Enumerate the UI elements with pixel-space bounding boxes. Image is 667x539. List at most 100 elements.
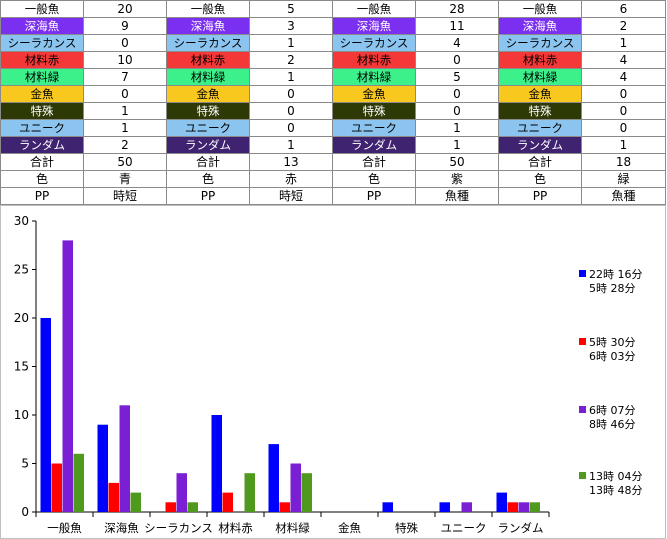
value-cell[interactable]: 11 bbox=[415, 17, 499, 35]
legend-swatch bbox=[579, 338, 586, 345]
value-cell[interactable]: 1 bbox=[83, 102, 167, 120]
label-cell[interactable]: 特殊 bbox=[0, 102, 84, 120]
label-cell[interactable]: シーラカンス bbox=[0, 34, 84, 52]
label-cell[interactable]: 材料緑 bbox=[498, 68, 582, 86]
value-cell[interactable]: 0 bbox=[249, 102, 333, 120]
label-cell[interactable]: 材料赤 bbox=[498, 51, 582, 69]
label-cell[interactable]: ユニーク bbox=[332, 119, 416, 137]
label-cell[interactable]: ランダム bbox=[166, 136, 250, 154]
label-cell[interactable]: 深海魚 bbox=[332, 17, 416, 35]
pp-label-cell[interactable]: PP bbox=[332, 187, 416, 205]
label-cell[interactable]: 一般魚 bbox=[166, 0, 250, 18]
value-cell[interactable]: 1 bbox=[83, 119, 167, 137]
label-cell[interactable]: 一般魚 bbox=[498, 0, 582, 18]
color-label-cell[interactable]: 色 bbox=[166, 170, 250, 188]
color-value-cell[interactable]: 緑 bbox=[581, 170, 666, 188]
total-value-cell[interactable]: 50 bbox=[415, 153, 499, 171]
legend-entry: 5時 30分 6時 03分 bbox=[589, 336, 636, 363]
value-cell[interactable]: 0 bbox=[415, 85, 499, 103]
label-cell[interactable]: 一般魚 bbox=[332, 0, 416, 18]
value-cell[interactable]: 0 bbox=[581, 85, 666, 103]
total-value-cell[interactable]: 13 bbox=[249, 153, 333, 171]
value-cell[interactable]: 2 bbox=[83, 136, 167, 154]
label-cell[interactable]: 材料緑 bbox=[0, 68, 84, 86]
value-cell[interactable]: 6 bbox=[581, 0, 666, 18]
value-cell[interactable]: 10 bbox=[83, 51, 167, 69]
label-cell[interactable]: ユニーク bbox=[166, 119, 250, 137]
value-cell[interactable]: 4 bbox=[415, 34, 499, 52]
color-value-cell[interactable]: 青 bbox=[83, 170, 167, 188]
value-cell[interactable]: 3 bbox=[249, 17, 333, 35]
pp-value-cell[interactable]: 魚種 bbox=[415, 187, 499, 205]
value-cell[interactable]: 0 bbox=[249, 119, 333, 137]
total-label-cell[interactable]: 合計 bbox=[332, 153, 416, 171]
value-cell[interactable]: 0 bbox=[581, 119, 666, 137]
x-category-label: 材料赤 bbox=[218, 521, 253, 535]
pp-value-cell[interactable]: 時短 bbox=[249, 187, 333, 205]
label-cell[interactable]: 材料緑 bbox=[332, 68, 416, 86]
value-cell[interactable]: 1 bbox=[415, 136, 499, 154]
label-cell[interactable]: 一般魚 bbox=[0, 0, 84, 18]
value-cell[interactable]: 1 bbox=[249, 68, 333, 86]
pp-label-cell[interactable]: PP bbox=[0, 187, 84, 205]
label-cell[interactable]: シーラカンス bbox=[166, 34, 250, 52]
color-label-cell[interactable]: 色 bbox=[498, 170, 582, 188]
color-value-cell[interactable]: 紫 bbox=[415, 170, 499, 188]
label-cell[interactable]: 深海魚 bbox=[0, 17, 84, 35]
value-cell[interactable]: 5 bbox=[249, 0, 333, 18]
total-value-cell[interactable]: 50 bbox=[83, 153, 167, 171]
pp-label-cell[interactable]: PP bbox=[498, 187, 582, 205]
color-label-cell[interactable]: 色 bbox=[0, 170, 84, 188]
value-cell[interactable]: 2 bbox=[581, 17, 666, 35]
value-cell[interactable]: 0 bbox=[415, 102, 499, 120]
value-cell[interactable]: 1 bbox=[249, 136, 333, 154]
legend-swatch bbox=[579, 406, 586, 413]
value-cell[interactable]: 7 bbox=[83, 68, 167, 86]
pp-value-cell[interactable]: 時短 bbox=[83, 187, 167, 205]
value-cell[interactable]: 4 bbox=[581, 51, 666, 69]
label-cell[interactable]: 特殊 bbox=[166, 102, 250, 120]
value-cell[interactable]: 1 bbox=[249, 34, 333, 52]
label-cell[interactable]: 材料赤 bbox=[166, 51, 250, 69]
label-cell[interactable]: 材料赤 bbox=[332, 51, 416, 69]
value-cell[interactable]: 0 bbox=[249, 85, 333, 103]
value-cell[interactable]: 2 bbox=[249, 51, 333, 69]
value-cell[interactable]: 0 bbox=[415, 51, 499, 69]
value-cell[interactable]: 1 bbox=[581, 34, 666, 52]
label-cell[interactable]: 金魚 bbox=[332, 85, 416, 103]
pp-value-cell[interactable]: 魚種 bbox=[581, 187, 666, 205]
total-label-cell[interactable]: 合計 bbox=[0, 153, 84, 171]
value-cell[interactable]: 1 bbox=[415, 119, 499, 137]
label-cell[interactable]: ランダム bbox=[498, 136, 582, 154]
value-cell[interactable]: 0 bbox=[83, 85, 167, 103]
value-cell[interactable]: 9 bbox=[83, 17, 167, 35]
label-cell[interactable]: ランダム bbox=[332, 136, 416, 154]
label-cell[interactable]: 特殊 bbox=[498, 102, 582, 120]
label-cell[interactable]: 金魚 bbox=[498, 85, 582, 103]
label-cell[interactable]: シーラカンス bbox=[332, 34, 416, 52]
value-cell[interactable]: 20 bbox=[83, 0, 167, 18]
value-cell[interactable]: 4 bbox=[581, 68, 666, 86]
label-cell[interactable]: ユニーク bbox=[498, 119, 582, 137]
label-cell[interactable]: ランダム bbox=[0, 136, 84, 154]
label-cell[interactable]: 金魚 bbox=[166, 85, 250, 103]
label-cell[interactable]: 深海魚 bbox=[498, 17, 582, 35]
value-cell[interactable]: 0 bbox=[581, 102, 666, 120]
label-cell[interactable]: 材料緑 bbox=[166, 68, 250, 86]
label-cell[interactable]: 材料赤 bbox=[0, 51, 84, 69]
value-cell[interactable]: 1 bbox=[581, 136, 666, 154]
pp-label-cell[interactable]: PP bbox=[166, 187, 250, 205]
color-label-cell[interactable]: 色 bbox=[332, 170, 416, 188]
label-cell[interactable]: 金魚 bbox=[0, 85, 84, 103]
value-cell[interactable]: 0 bbox=[83, 34, 167, 52]
total-label-cell[interactable]: 合計 bbox=[166, 153, 250, 171]
label-cell[interactable]: 特殊 bbox=[332, 102, 416, 120]
value-cell[interactable]: 28 bbox=[415, 0, 499, 18]
total-value-cell[interactable]: 18 bbox=[581, 153, 666, 171]
color-value-cell[interactable]: 赤 bbox=[249, 170, 333, 188]
value-cell[interactable]: 5 bbox=[415, 68, 499, 86]
label-cell[interactable]: ユニーク bbox=[0, 119, 84, 137]
label-cell[interactable]: 深海魚 bbox=[166, 17, 250, 35]
label-cell[interactable]: シーラカンス bbox=[498, 34, 582, 52]
total-label-cell[interactable]: 合計 bbox=[498, 153, 582, 171]
